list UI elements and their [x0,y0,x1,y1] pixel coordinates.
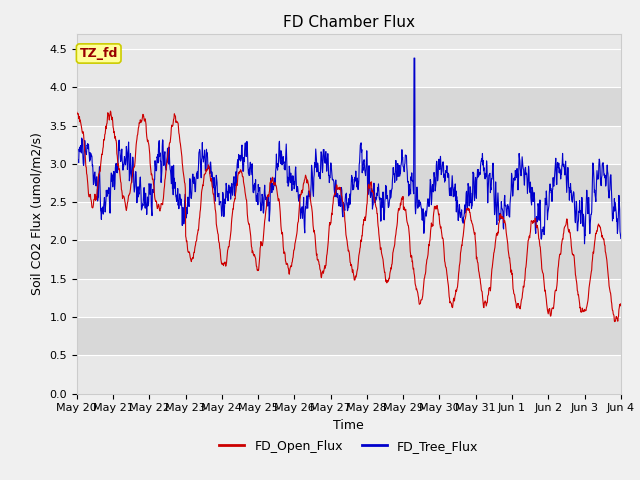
FD_Tree_Flux [410,55,418,61]
FD_Tree_Flux [553,182,561,188]
FD_Open_Flux [181,180,189,186]
FD_Tree_Flux [194,176,202,181]
Bar [77,49,621,87]
Legend: FD_Open_Flux, FD_Tree_Flux: FD_Open_Flux, FD_Tree_Flux [214,434,483,457]
FD_Tree_Flux [505,204,513,209]
Bar [77,202,621,240]
FD_Open_Flux [107,108,115,114]
Text: TZ_fd: TZ_fd [79,47,118,60]
FD_Tree_Flux [255,188,262,194]
FD_Open_Flux [505,250,513,255]
FD_Open_Flux [434,205,442,211]
Bar [77,164,621,202]
FD_Open_Flux [617,301,625,307]
Bar [77,317,621,355]
FD_Tree_Flux [73,179,81,184]
FD_Tree_Flux [434,178,442,184]
Bar [77,279,621,317]
Line: FD_Open_Flux: FD_Open_Flux [77,111,621,322]
Bar [77,87,621,125]
FD_Tree_Flux [617,236,625,241]
Bar [77,240,621,279]
Y-axis label: Soil CO2 Flux (umol/m2/s): Soil CO2 Flux (umol/m2/s) [31,132,44,295]
FD_Open_Flux [553,286,561,291]
FD_Tree_Flux [180,199,188,204]
FD_Open_Flux [255,263,263,268]
Bar [77,355,621,394]
FD_Open_Flux [73,109,81,115]
FD_Open_Flux [195,227,202,232]
Line: FD_Tree_Flux: FD_Tree_Flux [77,58,621,244]
Title: FD Chamber Flux: FD Chamber Flux [283,15,415,30]
X-axis label: Time: Time [333,419,364,432]
FD_Tree_Flux [580,241,588,247]
Bar [77,125,621,164]
FD_Open_Flux [611,319,619,324]
